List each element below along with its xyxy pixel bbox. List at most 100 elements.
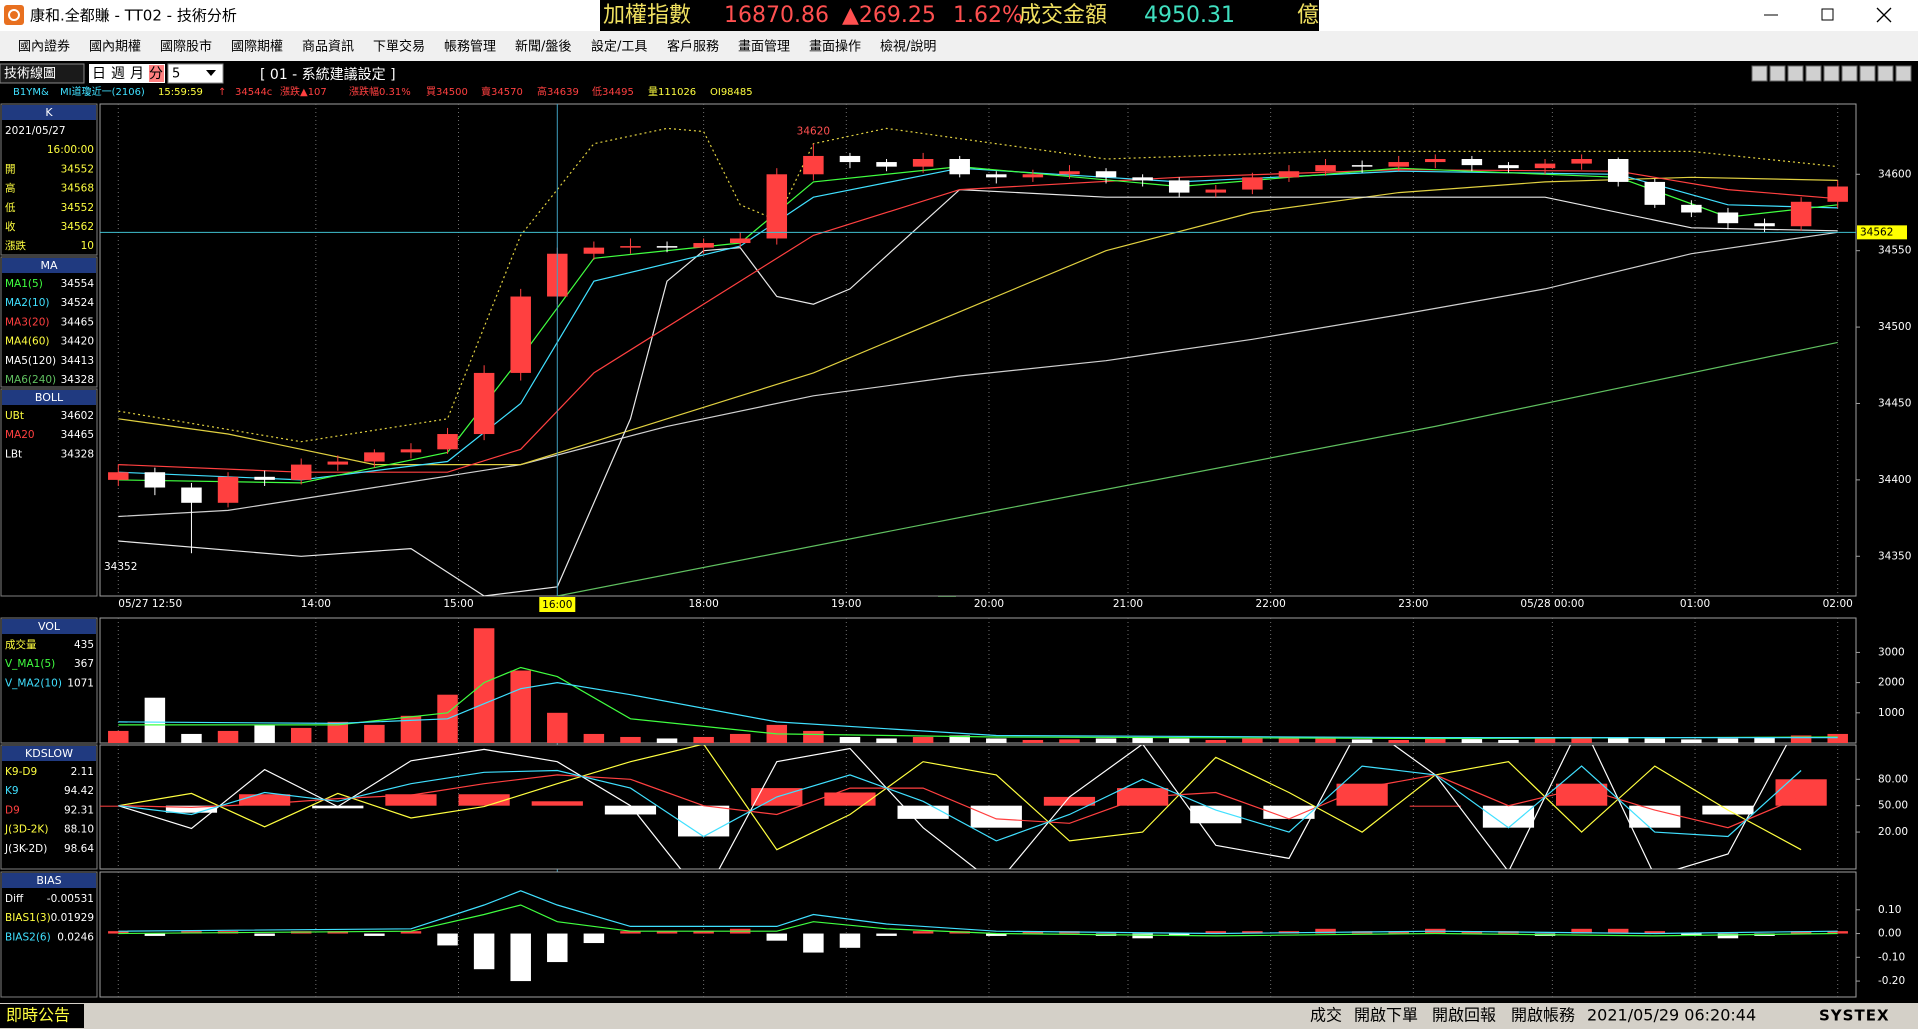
- cursor-label: 16:00: [542, 599, 572, 611]
- status-button[interactable]: 開啟回報: [1432, 1006, 1496, 1025]
- tool-button[interactable]: [1769, 65, 1786, 82]
- tool-button[interactable]: [1877, 65, 1894, 82]
- indicator-value: 34524: [61, 297, 95, 309]
- period-option[interactable]: 週: [111, 66, 125, 82]
- bar: [1095, 738, 1117, 743]
- candle-body: [1534, 163, 1556, 169]
- restore-button[interactable]: [1821, 8, 1834, 21]
- indicator-value: -0.00531: [47, 893, 94, 905]
- indicator-line: [118, 681, 1838, 739]
- bar: [1571, 736, 1592, 743]
- section-header: [2, 746, 96, 761]
- interval-dropdown[interactable]: [167, 63, 224, 84]
- period-selector[interactable]: [89, 64, 165, 83]
- menu-item[interactable]: 下單交易: [373, 39, 425, 55]
- bar: [1644, 738, 1666, 743]
- toolbar-label-box: [0, 63, 85, 84]
- indicator-value: 98.64: [64, 843, 94, 855]
- plot-layer: [108, 618, 1848, 743]
- menu-item[interactable]: 國內證券: [18, 39, 70, 55]
- menu-item[interactable]: 檢視/說明: [880, 39, 936, 55]
- indicator-value: 1071: [67, 677, 94, 689]
- tool-button[interactable]: [1823, 65, 1840, 82]
- status-button[interactable]: 成交: [1310, 1006, 1342, 1025]
- section-header: [2, 390, 96, 405]
- menu-item[interactable]: 新聞/盤後: [515, 39, 571, 55]
- panel-section: [0, 103, 98, 256]
- bar: [729, 733, 751, 743]
- period-option[interactable]: 月: [130, 66, 144, 82]
- bar: [693, 931, 714, 934]
- y-tick-label: -0.20: [1878, 975, 1905, 987]
- section-header: [2, 619, 96, 634]
- candle-body: [1388, 162, 1409, 167]
- period-option[interactable]: 日: [92, 66, 106, 82]
- notice[interactable]: 即時公告: [6, 1006, 70, 1025]
- price-annotation: 34620: [797, 126, 830, 138]
- bar: [1461, 931, 1483, 934]
- candle-body: [839, 155, 861, 163]
- x-tick-label: 21:00: [1113, 598, 1143, 610]
- tool-button[interactable]: [1859, 65, 1876, 82]
- menu-item[interactable]: 國際期權: [231, 40, 283, 55]
- indicator-value: 34465: [61, 316, 94, 328]
- window-controls[interactable]: [1764, 7, 1892, 23]
- period-option[interactable]: 分: [149, 66, 163, 82]
- bar: [766, 933, 788, 941]
- histogram-bar: [531, 801, 583, 806]
- candle-body: [912, 159, 934, 167]
- bar: [254, 933, 275, 936]
- menu-item[interactable]: 帳務管理: [444, 40, 496, 55]
- notice-box[interactable]: [0, 1004, 84, 1028]
- tool-button[interactable]: [1805, 65, 1822, 82]
- bar: [1388, 931, 1409, 934]
- candle-body: [1607, 159, 1629, 182]
- quote-info: 34544c: [235, 87, 272, 98]
- indicator-value: 34552: [61, 202, 94, 214]
- indicator-line: [557, 341, 1838, 596]
- bar: [620, 736, 641, 743]
- indicator-label: Diff: [5, 893, 24, 905]
- indicator-line: [118, 765, 1802, 842]
- indicator-label: UBt: [5, 410, 24, 422]
- candle-body: [1498, 165, 1519, 169]
- tool-button[interactable]: [1751, 65, 1768, 82]
- menu-item[interactable]: 設定/工具: [591, 39, 647, 55]
- preset-name[interactable]: [ 01 - 系統建議設定 ]: [260, 66, 396, 83]
- menu-item[interactable]: 國際股市: [160, 39, 212, 55]
- candle-body: [729, 238, 751, 244]
- bar: [620, 931, 641, 934]
- menu-item[interactable]: 客戶服務: [667, 39, 719, 55]
- tool-button[interactable]: [1787, 65, 1804, 82]
- indicator-label: MA1(5): [5, 278, 43, 290]
- tool-button[interactable]: [1895, 65, 1912, 82]
- menu-item[interactable]: 商品資訊: [302, 40, 354, 55]
- indicator-value: 94.42: [64, 785, 94, 797]
- price-annotation: 34352: [104, 561, 137, 573]
- histogram-bar: [604, 805, 657, 815]
- toolbar-label: 技術線圖: [4, 66, 56, 82]
- candle-body: [1754, 223, 1775, 227]
- menu-item[interactable]: 國內期權: [89, 40, 141, 55]
- candle-body: [1461, 159, 1483, 166]
- bar: [986, 738, 1007, 743]
- indicator-label: J(3D-2K): [4, 824, 48, 836]
- histogram-bar: [1775, 779, 1827, 806]
- bar: [1571, 928, 1592, 934]
- indicator-value: 88.10: [64, 824, 94, 836]
- tool-button[interactable]: [1841, 65, 1858, 82]
- indicator-value: 34552: [61, 163, 94, 175]
- ticker-item: 億: [1297, 3, 1319, 28]
- close-button[interactable]: [1876, 7, 1892, 23]
- indicator-label: V_MA2(10): [5, 677, 62, 689]
- indicator-label: 收: [5, 220, 16, 233]
- histogram-bar: [458, 794, 510, 806]
- bar: [693, 736, 714, 743]
- status-button[interactable]: 開啟下單: [1354, 1006, 1418, 1025]
- menu-item[interactable]: 畫面操作: [809, 39, 861, 55]
- menu-item[interactable]: 畫面管理: [738, 40, 790, 55]
- candle-body: [986, 174, 1007, 178]
- status-button[interactable]: 開啟帳務: [1511, 1006, 1575, 1025]
- chart-tools[interactable]: [1751, 65, 1912, 82]
- quote-info: OI98485: [710, 87, 753, 98]
